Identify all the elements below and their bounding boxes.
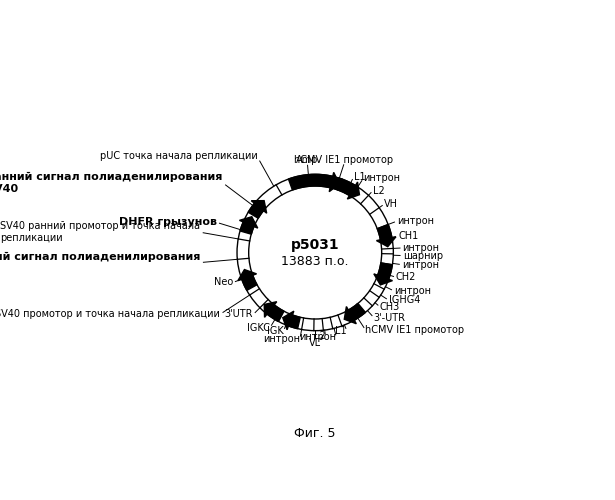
Polygon shape — [329, 172, 339, 192]
Text: L1: L1 — [354, 172, 365, 182]
Polygon shape — [239, 216, 258, 228]
Text: VL: VL — [309, 338, 321, 348]
Polygon shape — [374, 274, 392, 285]
Polygon shape — [347, 182, 359, 199]
Text: интрон: интрон — [263, 334, 300, 344]
Text: CH2: CH2 — [396, 272, 416, 282]
Text: hCMV IE1 промотор: hCMV IE1 промотор — [365, 325, 464, 335]
Text: Neo: Neo — [213, 278, 233, 287]
Text: CH3: CH3 — [380, 302, 400, 312]
Text: SV40 промотор и точка начала репликации: SV40 промотор и точка начала репликации — [0, 309, 220, 319]
Text: DHFR грызунов: DHFR грызунов — [119, 218, 216, 228]
Polygon shape — [288, 174, 333, 190]
Text: интрон: интрон — [397, 216, 434, 226]
Text: SV40 ранний промотор и точка начала
репликации: SV40 ранний промотор и точка начала репл… — [0, 222, 200, 243]
Polygon shape — [248, 204, 263, 218]
Text: hCMV IE1 промотор: hCMV IE1 промотор — [294, 155, 393, 165]
Text: L2: L2 — [373, 186, 384, 196]
Text: шарнир: шарнир — [403, 250, 443, 260]
Polygon shape — [335, 178, 355, 196]
Text: Фиг. 5: Фиг. 5 — [295, 427, 336, 440]
Text: pUC точка начала репликации: pUC точка начала репликации — [100, 151, 258, 161]
Text: 13883 п.о.: 13883 п.о. — [282, 256, 349, 268]
Text: Ранний сигнал полиаденилирования
SV40: Ранний сигнал полиаденилирования SV40 — [0, 172, 223, 194]
Text: IGK: IGK — [267, 326, 284, 336]
Polygon shape — [344, 306, 356, 324]
Polygon shape — [238, 270, 256, 280]
Polygon shape — [283, 311, 294, 330]
Text: IGHG4: IGHG4 — [389, 295, 420, 305]
Text: интрон: интрон — [394, 286, 431, 296]
Text: Ранний сигнал полиаденилирования
SV40: Ранний сигнал полиаденилирования SV40 — [0, 252, 200, 274]
Text: p5031: p5031 — [291, 238, 339, 252]
Text: 3'UTR: 3'UTR — [225, 310, 253, 320]
Text: интрон: интрон — [402, 260, 439, 270]
Polygon shape — [242, 275, 257, 290]
Text: CH1: CH1 — [398, 232, 418, 241]
Text: интрон: интрон — [363, 174, 400, 184]
Text: IGKC: IGKC — [247, 322, 270, 332]
Text: интрон: интрон — [403, 243, 440, 253]
Polygon shape — [378, 263, 392, 279]
Polygon shape — [376, 237, 396, 246]
Polygon shape — [349, 304, 365, 320]
Polygon shape — [240, 222, 254, 234]
Text: Amp: Amp — [296, 156, 319, 166]
Polygon shape — [377, 224, 392, 240]
Polygon shape — [267, 305, 284, 322]
Polygon shape — [252, 200, 267, 213]
Text: VH: VH — [384, 199, 399, 209]
Text: L2: L2 — [314, 332, 325, 342]
Text: L1: L1 — [335, 326, 347, 336]
Text: 3'-UTR: 3'-UTR — [374, 312, 406, 322]
Text: интрон: интрон — [300, 332, 336, 342]
Polygon shape — [288, 315, 300, 328]
Polygon shape — [264, 302, 277, 318]
